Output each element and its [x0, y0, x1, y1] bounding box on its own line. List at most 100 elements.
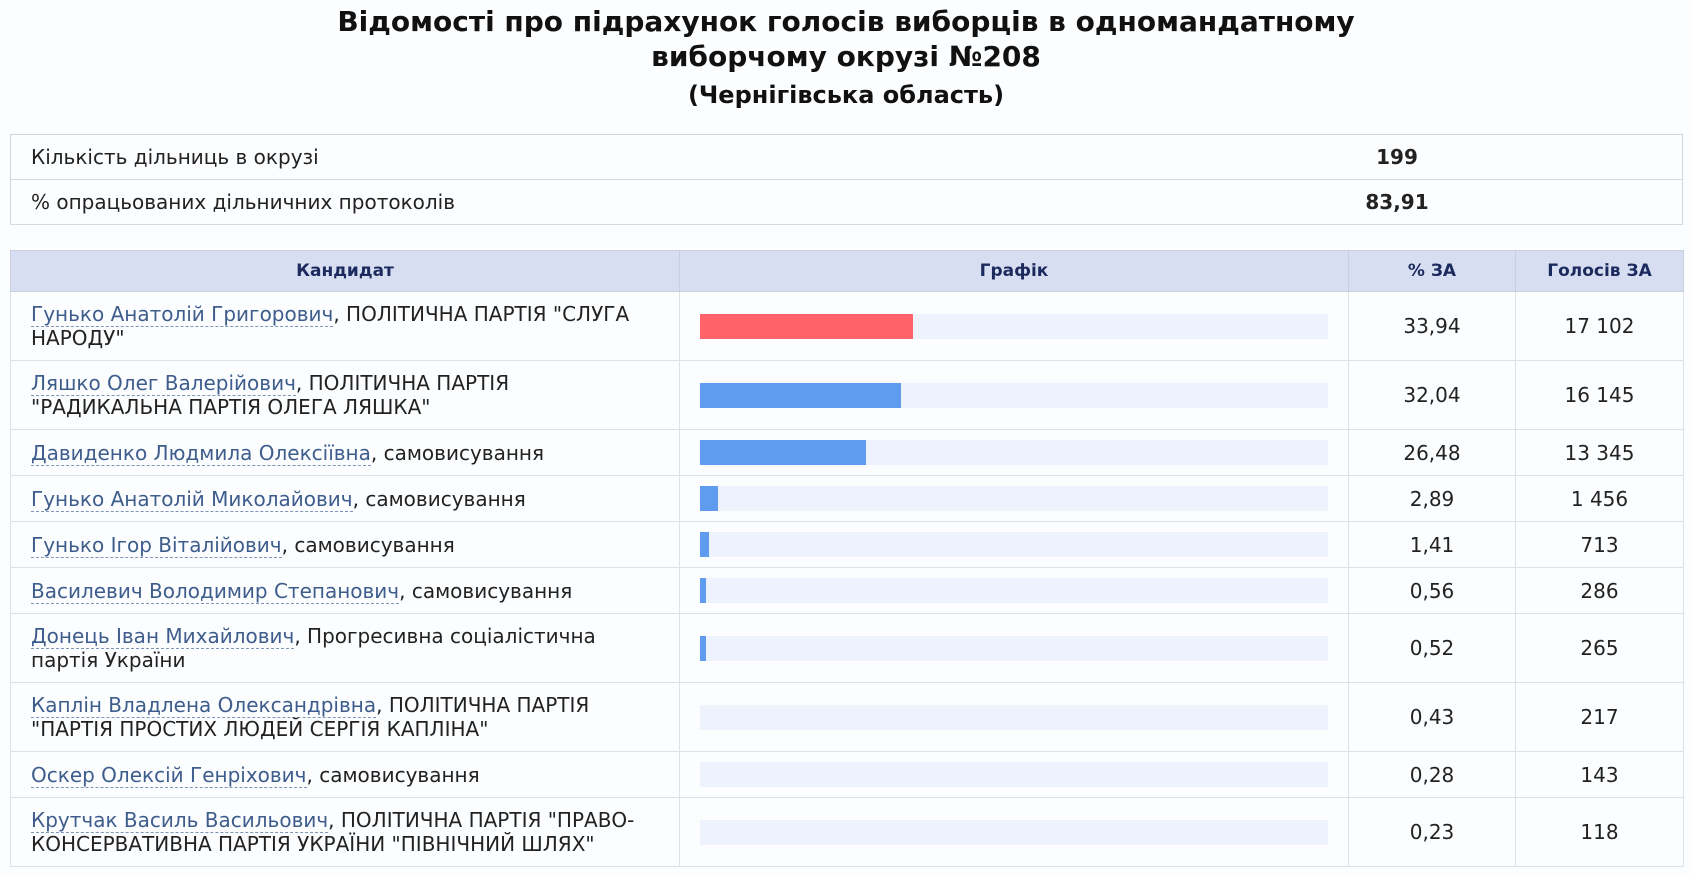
vote-share-bar — [700, 635, 706, 661]
votes-cell: 13 345 — [1515, 429, 1684, 476]
candidate-name-link[interactable]: Оскер Олексій Генріхович — [31, 762, 307, 788]
table-row: Крутчак Василь Васильович, ПОЛІТИЧНА ПАР… — [10, 797, 1684, 867]
percent-cell: 26,48 — [1348, 429, 1516, 476]
percent-cell: 0,56 — [1348, 567, 1516, 614]
votes-cell: 217 — [1515, 682, 1684, 752]
bar-track — [700, 704, 1328, 730]
bar-track — [700, 635, 1328, 661]
bar-track — [700, 578, 1328, 603]
percent-cell: 0,23 — [1348, 797, 1516, 867]
candidate-name-link[interactable]: Донець Іван Михайлович — [31, 624, 295, 649]
candidate-cell: Василевич Володимир Степанович, самовису… — [10, 567, 680, 614]
candidate-name-link[interactable]: Крутчак Василь Васильович — [31, 808, 329, 833]
page-title-line1: Відомості про підрахунок голосів виборці… — [337, 5, 1355, 38]
candidate-name-link[interactable]: Гунько Анатолій Григорович — [31, 302, 334, 327]
candidate-name-link[interactable]: Давиденко Людмила Олексіївна — [31, 440, 371, 466]
chart-cell — [679, 682, 1349, 752]
page-title: Відомості про підрахунок голосів виборці… — [0, 4, 1692, 74]
results-table: Кандидат Графік % ЗА Голосів ЗА Гунько А… — [10, 250, 1684, 867]
bar-track — [700, 819, 1328, 845]
region-subtitle: (Чернігівська область) — [687, 81, 1005, 109]
candidate-cell: Гунько Ігор Віталійович, самовисування — [10, 521, 680, 568]
votes-cell: 17 102 — [1515, 291, 1684, 361]
votes-cell: 143 — [1515, 751, 1684, 798]
chart-cell — [679, 797, 1349, 867]
votes-cell: 286 — [1515, 567, 1684, 614]
candidate-cell: Гунько Анатолій Григорович, ПОЛІТИЧНА ПА… — [10, 291, 680, 361]
chart-cell — [679, 360, 1349, 430]
votes-cell: 265 — [1515, 613, 1684, 683]
summary-row-stations: Кількість дільниць в окрузі 199 — [10, 134, 1683, 180]
table-row: Василевич Володимир Степанович, самовису… — [10, 567, 1684, 614]
chart-cell — [679, 751, 1349, 798]
chart-cell — [679, 567, 1349, 614]
header-votes[interactable]: Голосів ЗА — [1515, 250, 1684, 292]
stations-value: 199 — [1282, 134, 1683, 180]
percent-cell: 33,94 — [1348, 291, 1516, 361]
header-candidate[interactable]: Кандидат — [10, 250, 680, 292]
vote-share-bar — [700, 532, 709, 557]
percent-cell: 0,43 — [1348, 682, 1516, 752]
candidate-cell: Гунько Анатолій Миколайович, самовисуван… — [10, 475, 680, 522]
bar-track — [700, 440, 1328, 465]
processed-value: 83,91 — [1282, 179, 1683, 225]
candidate-party: , самовисування — [352, 486, 526, 511]
processed-label: % опрацьованих дільничних протоколів — [10, 179, 1282, 225]
candidate-party: , Прогресивна соціалістична партія Украї… — [31, 624, 596, 672]
summary-row-processed: % опрацьованих дільничних протоколів 83,… — [10, 179, 1683, 225]
candidate-cell: Ляшко Олег Валерійович, ПОЛІТИЧНА ПАРТІЯ… — [10, 360, 680, 430]
vote-share-bar — [700, 578, 706, 603]
chart-cell — [679, 613, 1349, 683]
candidate-party: , ПОЛІТИЧНА ПАРТІЯ "ПАРТІЯ ПРОСТИХ ЛЮДЕЙ… — [31, 693, 590, 741]
bar-track — [700, 382, 1328, 408]
bar-track — [700, 486, 1328, 511]
candidate-party: , ПОЛІТИЧНА ПАРТІЯ "СЛУГА НАРОДУ" — [31, 302, 630, 350]
header-percent[interactable]: % ЗА — [1348, 250, 1516, 292]
candidate-party: , ПОЛІТИЧНА ПАРТІЯ "РАДИКАЛЬНА ПАРТІЯ ОЛ… — [31, 371, 510, 419]
votes-cell: 1 456 — [1515, 475, 1684, 522]
candidate-party: , ПОЛІТИЧНА ПАРТІЯ "ПРАВО-КОНСЕРВАТИВНА … — [31, 808, 635, 856]
summary-table: Кількість дільниць в окрузі 199 % опраць… — [10, 134, 1683, 225]
table-row: Донець Іван Михайлович, Прогресивна соці… — [10, 613, 1684, 683]
candidate-party: , самовисування — [370, 440, 545, 465]
candidate-party: , самовисування — [281, 532, 455, 557]
page-title-line2: виборчому окрузі №208 — [651, 40, 1041, 73]
votes-cell: 713 — [1515, 521, 1684, 568]
votes-cell: 118 — [1515, 797, 1684, 867]
bar-track — [700, 762, 1328, 787]
chart-cell — [679, 429, 1349, 476]
candidate-name-link[interactable]: Каплін Владлена Олександрівна — [31, 693, 377, 718]
chart-cell — [679, 475, 1349, 522]
table-row: Гунько Ігор Віталійович, самовисування 1,… — [10, 521, 1684, 568]
results-header-row: Кандидат Графік % ЗА Голосів ЗА — [10, 250, 1684, 292]
candidate-cell: Давиденко Людмила Олексіївна, самовисува… — [10, 429, 680, 476]
candidate-cell: Каплін Владлена Олександрівна, ПОЛІТИЧНА… — [10, 682, 680, 752]
table-row: Гунько Анатолій Миколайович, самовисуван… — [10, 475, 1684, 522]
percent-cell: 1,41 — [1348, 521, 1516, 568]
candidate-party: , самовисування — [306, 762, 480, 787]
chart-cell — [679, 291, 1349, 361]
table-row: Гунько Анатолій Григорович, ПОЛІТИЧНА ПА… — [10, 291, 1684, 361]
percent-cell: 32,04 — [1348, 360, 1516, 430]
vote-share-bar — [700, 486, 719, 511]
votes-cell: 16 145 — [1515, 360, 1684, 430]
percent-cell: 2,89 — [1348, 475, 1516, 522]
stations-label: Кількість дільниць в окрузі — [10, 134, 1282, 180]
table-row: Каплін Владлена Олександрівна, ПОЛІТИЧНА… — [10, 682, 1684, 752]
candidate-cell: Оскер Олексій Генріхович, самовисування — [10, 751, 680, 798]
table-row: Давиденко Людмила Олексіївна, самовисува… — [10, 429, 1684, 476]
vote-share-bar — [700, 313, 914, 339]
chart-cell — [679, 521, 1349, 568]
candidate-name-link[interactable]: Гунько Ігор Віталійович — [31, 532, 282, 558]
table-row: Оскер Олексій Генріхович, самовисування 0… — [10, 751, 1684, 798]
candidate-name-link[interactable]: Василевич Володимир Степанович — [31, 578, 400, 604]
table-row: Ляшко Олег Валерійович, ПОЛІТИЧНА ПАРТІЯ… — [10, 360, 1684, 430]
candidate-party: , самовисування — [399, 578, 573, 603]
candidate-cell: Донець Іван Михайлович, Прогресивна соці… — [10, 613, 680, 683]
candidate-name-link[interactable]: Гунько Анатолій Миколайович — [31, 486, 353, 512]
candidate-name-link[interactable]: Ляшко Олег Валерійович — [31, 371, 296, 396]
percent-cell: 0,28 — [1348, 751, 1516, 798]
vote-share-bar — [700, 440, 867, 465]
candidate-cell: Крутчак Василь Васильович, ПОЛІТИЧНА ПАР… — [10, 797, 680, 867]
header-chart[interactable]: Графік — [679, 250, 1349, 292]
